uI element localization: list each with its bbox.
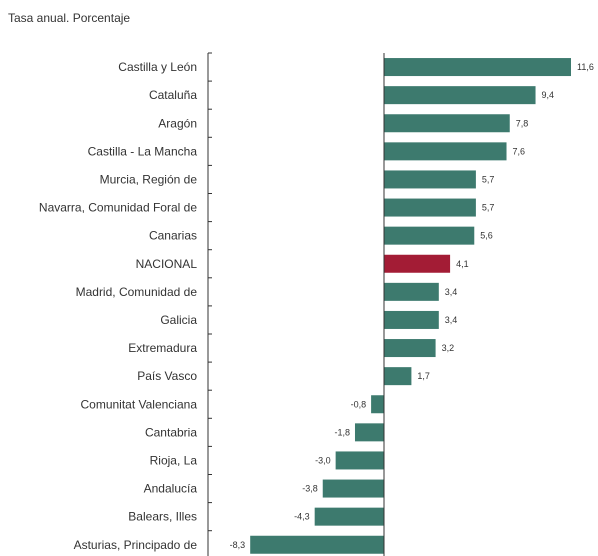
value-label: -0,8 [351, 399, 367, 409]
bar [384, 198, 476, 217]
bar [384, 58, 571, 77]
bar [384, 254, 451, 273]
value-label: 4,1 [456, 259, 469, 269]
category-label: Extremadura [128, 341, 197, 355]
bar [322, 479, 384, 498]
bar [384, 310, 439, 329]
value-label: 11,6 [577, 62, 594, 72]
value-label: 9,4 [542, 90, 555, 100]
category-label: Cataluña [149, 88, 197, 102]
category-label: Aragón [158, 116, 197, 130]
bar [335, 451, 384, 470]
category-label: Navarra, Comunidad Foral de [39, 201, 197, 215]
bar [384, 226, 475, 245]
bar [384, 367, 412, 386]
value-label: 5,6 [480, 231, 493, 241]
category-label: Castilla - La Mancha [88, 144, 198, 158]
bar [384, 339, 436, 358]
category-label: Rioja, La [150, 453, 198, 467]
value-label: 3,4 [445, 287, 458, 297]
bar [250, 535, 384, 554]
category-label: Murcia, Región de [100, 172, 198, 186]
bar [384, 170, 476, 189]
value-label: -1,8 [334, 427, 350, 437]
value-label: -3,8 [302, 484, 318, 494]
category-label: Balears, Illes [128, 510, 197, 524]
value-label: 5,7 [482, 174, 495, 184]
category-label: Galicia [160, 313, 197, 327]
category-label: Canarias [149, 229, 197, 243]
category-label: Madrid, Comunidad de [76, 285, 198, 299]
bar [354, 423, 384, 442]
value-label: 5,7 [482, 203, 495, 213]
value-label: 3,4 [445, 315, 458, 325]
bar [384, 142, 507, 161]
value-label: -8,3 [230, 540, 246, 550]
value-label: 7,6 [513, 146, 526, 156]
bar [314, 507, 384, 526]
bar [384, 114, 510, 133]
value-label: -3,0 [315, 455, 331, 465]
category-label: País Vasco [137, 369, 197, 383]
category-label: Andalucía [144, 482, 198, 496]
bar [384, 282, 439, 301]
category-label: Cantabria [145, 425, 197, 439]
category-label: Asturias, Principado de [74, 538, 198, 552]
category-label: Comunitat Valenciana [80, 397, 197, 411]
category-label: Castilla y León [118, 60, 197, 74]
value-label: 3,2 [442, 343, 455, 353]
chart-subtitle: Tasa anual. Porcentaje [8, 11, 131, 25]
bar [384, 86, 536, 105]
value-label: -4,3 [294, 512, 310, 522]
value-label: 7,8 [516, 118, 529, 128]
bar [371, 395, 384, 414]
category-label: NACIONAL [136, 257, 198, 271]
value-label: 1,7 [417, 371, 430, 381]
